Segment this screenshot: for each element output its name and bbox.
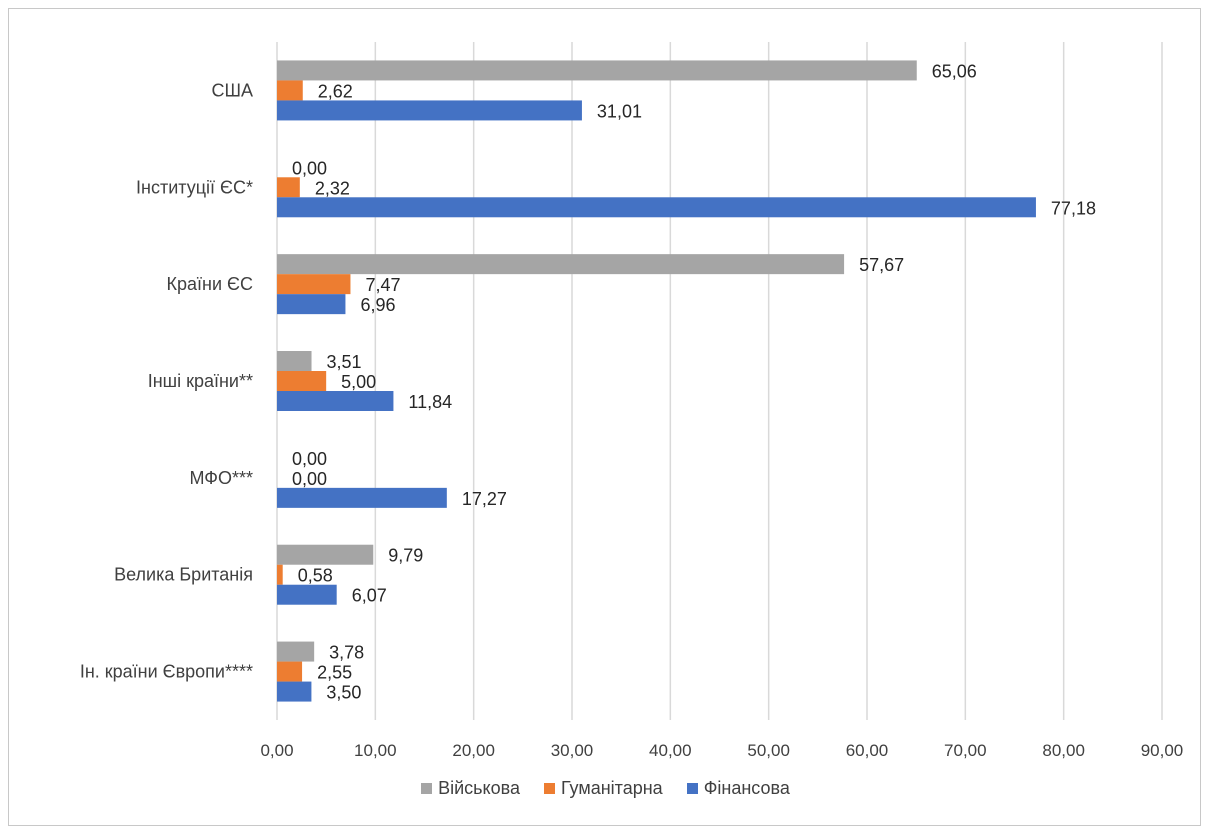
data-label: 0,00 bbox=[292, 158, 327, 178]
data-label: 9,79 bbox=[388, 546, 423, 566]
data-label: 31,01 bbox=[597, 101, 642, 121]
legend-label: Гуманітарна bbox=[561, 778, 663, 798]
x-tick-label: 90,00 bbox=[1141, 741, 1184, 760]
legend-swatch bbox=[421, 783, 433, 794]
x-tick-label: 30,00 bbox=[551, 741, 594, 760]
x-tick-label: 40,00 bbox=[649, 741, 692, 760]
legend-label: Військова bbox=[438, 778, 521, 798]
bar-Фінансова bbox=[277, 197, 1036, 218]
category-label: США bbox=[211, 80, 253, 100]
bar-Фінансова bbox=[277, 487, 447, 508]
category-label: Велика Британія bbox=[114, 565, 253, 585]
x-tick-label: 20,00 bbox=[452, 741, 495, 760]
data-label: 0,58 bbox=[298, 566, 333, 586]
data-label: 17,27 bbox=[462, 489, 507, 509]
bar-Гуманітарна bbox=[277, 564, 283, 585]
data-label: 6,07 bbox=[352, 586, 387, 606]
bar-Гуманітарна bbox=[277, 371, 327, 391]
data-label: 7,47 bbox=[365, 275, 400, 295]
data-label: 3,50 bbox=[326, 683, 361, 703]
chart-frame bbox=[8, 8, 1201, 826]
legend: Військова Гуманітарна Фінансова bbox=[0, 778, 1211, 799]
category-label: Інші країни** bbox=[148, 371, 253, 391]
data-label: 2,62 bbox=[318, 81, 353, 101]
category-label: Ін. країни Європи**** bbox=[80, 662, 253, 682]
data-label: 2,55 bbox=[317, 663, 352, 683]
category-label: МФО*** bbox=[190, 468, 254, 488]
bar-Гуманітарна bbox=[277, 274, 351, 295]
bar-Фінансова bbox=[277, 681, 312, 702]
category-label: Країни ЄС bbox=[167, 274, 253, 294]
x-tick-label: 10,00 bbox=[354, 741, 397, 760]
bar-Військова bbox=[277, 351, 312, 371]
data-label: 0,00 bbox=[292, 469, 327, 489]
legend-item: Фінансова bbox=[686, 778, 790, 799]
legend-item: Військова bbox=[421, 778, 520, 799]
data-label: 11,84 bbox=[408, 392, 452, 412]
bar-Військова bbox=[277, 544, 374, 565]
x-tick-label: 0,00 bbox=[260, 741, 293, 760]
data-labels: 65,062,6231,010,002,3277,1857,677,476,96… bbox=[292, 61, 1096, 702]
data-label: 6,96 bbox=[360, 295, 395, 315]
data-label: 0,00 bbox=[292, 449, 327, 469]
bar-Гуманітарна bbox=[277, 80, 303, 101]
legend-swatch bbox=[686, 783, 698, 794]
bar-Гуманітарна bbox=[277, 661, 303, 682]
legend-swatch bbox=[544, 783, 556, 794]
category-labels: США Інституції ЄС* Країни ЄС Інші країни** М… bbox=[80, 80, 253, 681]
x-tick-label: 50,00 bbox=[747, 741, 790, 760]
legend-item: Гуманітарна bbox=[544, 778, 663, 799]
bar-Гуманітарна bbox=[277, 177, 300, 198]
bar-Фінансова bbox=[277, 391, 394, 411]
gridlines bbox=[276, 42, 1163, 720]
data-label: 5,00 bbox=[341, 372, 376, 392]
data-label: 3,51 bbox=[327, 352, 362, 372]
category-label: Інституції ЄС* bbox=[136, 177, 253, 197]
data-label: 77,18 bbox=[1051, 198, 1096, 218]
x-tick-label: 80,00 bbox=[1042, 741, 1085, 760]
data-label: 57,67 bbox=[859, 255, 904, 275]
data-label: 2,32 bbox=[315, 178, 350, 198]
bar-Фінансова bbox=[277, 100, 582, 121]
x-tick-label: 70,00 bbox=[944, 741, 987, 760]
bar-Фінансова bbox=[277, 584, 337, 605]
x-tick-labels: 0,00 10,00 20,00 30,00 40,00 50,00 60,00 70,00 8… bbox=[260, 741, 1183, 760]
bar-Військова bbox=[277, 641, 315, 662]
bar-Військова bbox=[277, 60, 917, 81]
x-tick-label: 60,00 bbox=[846, 741, 889, 760]
bar-Фінансова bbox=[277, 294, 346, 315]
data-label: 3,78 bbox=[329, 643, 364, 663]
bar-Військова bbox=[277, 254, 845, 275]
legend-label: Фінансова bbox=[703, 778, 790, 798]
data-label: 65,06 bbox=[932, 61, 977, 81]
bars bbox=[277, 60, 1036, 702]
